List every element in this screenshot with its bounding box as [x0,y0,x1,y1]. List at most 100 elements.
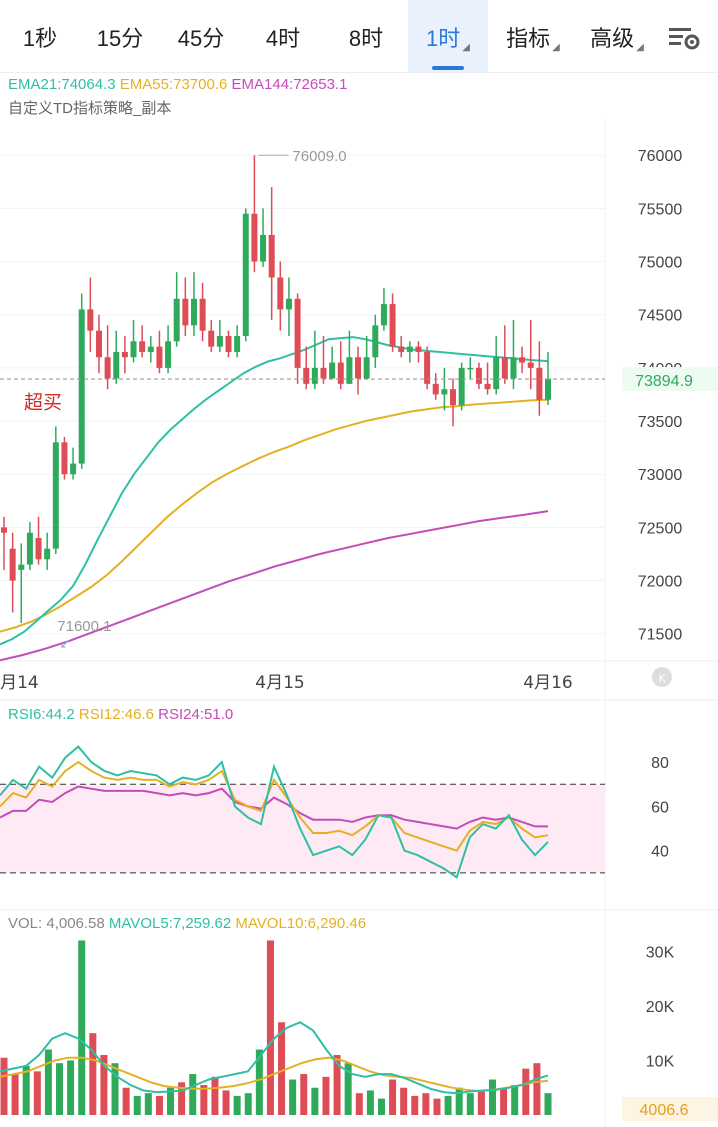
candle-body [113,351,120,379]
volume-tick-label: 20K [646,999,675,1016]
tab-8h[interactable]: 8时 [348,26,384,51]
rsi12-line [0,760,549,852]
candle-body [380,304,387,326]
volume-bar [477,1090,485,1115]
rsi-legend: RSI6:44.2 RSI12:46.6 RSI24:51.0 [8,706,233,723]
candle-body [337,362,344,384]
volume-bar [466,1093,474,1115]
candle-body [346,357,353,384]
volume-bar [133,1095,141,1115]
date-axis-label: 4月15 [255,673,304,693]
candle-body [450,389,457,406]
tab-1s[interactable]: 1秒 [22,26,58,51]
candle-body [242,213,249,336]
rsi24-label: RSI24:51.0 [158,706,234,723]
candle-body [165,341,172,368]
collapse-icon-glyph: K [658,672,666,685]
rsi-tick-label: 80 [651,755,669,772]
candle-body [173,298,180,342]
candle-body [329,362,336,379]
candle-body [441,389,448,395]
volume-bar [433,1098,441,1115]
candle-body [87,309,94,331]
volume-bar [488,1079,496,1115]
candle-body [156,346,163,368]
volume-bar [144,1093,152,1115]
tab-15m[interactable]: 15分 [96,26,144,51]
chart-area[interactable]: 7600075500750007450074000735007300072500… [0,72,718,1127]
volume-bar [278,1022,286,1115]
chart-settings-icon[interactable] [666,22,702,54]
ema55-line [0,398,549,633]
candle-body [199,298,206,331]
candle-body [1,527,7,533]
tab-advanced[interactable]: 高级 ◢ [590,26,644,53]
high-price-label: 76009.0 [292,148,346,165]
candle-body [536,367,543,400]
mavol5-line [0,1021,549,1095]
rsi-band-fill [0,784,605,873]
price-tick-label: 71500 [638,627,683,644]
volume-bar [200,1085,208,1115]
volume-bar [444,1095,452,1115]
volume-bar [422,1093,430,1115]
candle-body [130,341,137,358]
volume-tick-label: 10K [646,1053,675,1070]
price-tick-label: 72000 [638,574,683,591]
low-price-label: 71600.1 [57,618,111,635]
candle-body [139,341,146,352]
volume-bar [255,1049,263,1115]
price-tick-label: 72500 [638,520,683,537]
ema144-label: EMA144:72653.1 [231,76,348,93]
volume-legend: VOL: 4,006.58 MAVOL5:7,259.62 MAVOL10:6,… [8,915,366,932]
tab-45m[interactable]: 45分 [177,26,225,51]
candle-body [519,357,526,363]
candle-body [510,357,517,379]
volume-bar [222,1090,230,1115]
candle-body [303,367,310,384]
tab-indicators[interactable]: 指标 ◢ [506,26,560,53]
tab-4h[interactable]: 4时 [265,26,301,51]
volume-bar [511,1085,519,1115]
candle-body [389,304,396,347]
timeframe-tab-bar: 1秒 15分 45分 4时 8时 1时 ◢ 指标 ◢ 高级 ◢ [0,0,718,73]
volume-bar [533,1063,541,1115]
candle-body [18,564,25,570]
volume-bar [355,1093,363,1115]
rsi-tick-label: 60 [651,799,669,816]
candle-body [432,383,439,395]
date-axis-label: 4月14 [0,673,39,693]
volume-bar [500,1087,508,1115]
candle-body [527,362,534,368]
ema144-line [0,510,549,662]
candle-body [121,351,128,358]
volume-bar [89,1033,97,1115]
volume-bar [189,1074,197,1115]
candle-body [225,335,232,352]
vol-label: VOL: 4,006.58 [8,915,105,932]
candle-body [78,309,85,464]
candle-body [415,346,422,352]
caret-icon: ◢ [462,42,470,53]
volume-bar [366,1090,374,1115]
volume-bar [266,940,274,1115]
volume-bar [244,1093,252,1115]
rsi-tick-label: 40 [651,844,669,861]
candle-body [35,538,42,560]
volume-tick-label: 30K [646,944,675,961]
volume-bar [111,1063,119,1115]
candle-body [234,335,241,352]
price-tick-label: 73500 [638,414,683,431]
candle-body [260,234,267,262]
rsi24-line [0,785,548,830]
price-tick-label: 74500 [638,308,683,325]
volume-bar [167,1087,175,1115]
volume-bar [100,1055,108,1115]
volume-bar [322,1076,330,1115]
volume-bar [211,1076,219,1115]
tab-1h[interactable]: 1时 ◢ [408,0,488,72]
candle-body [475,367,482,384]
volume-bar [344,1063,352,1115]
rsi6-line [0,745,549,879]
candle-body [424,351,431,384]
